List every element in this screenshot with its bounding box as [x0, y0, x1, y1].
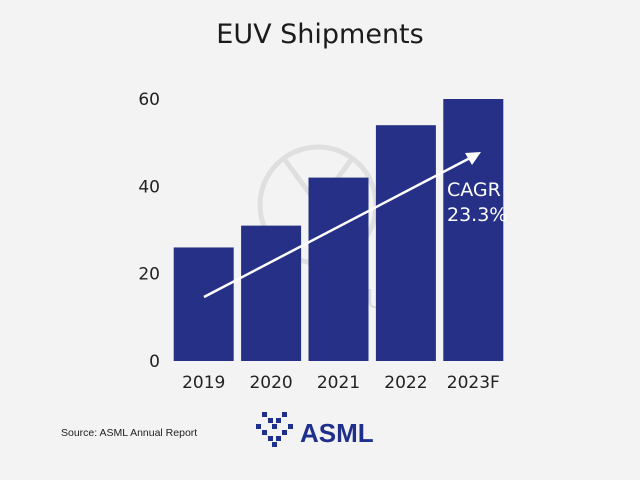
bars — [173, 99, 504, 361]
chart-title: EUV Shipments — [216, 19, 423, 50]
trend-arrowhead-icon — [465, 152, 481, 165]
y-tick-label: 0 — [149, 352, 160, 372]
asml-logo-text: ASML — [300, 418, 374, 448]
x-tick-label: 2021 — [317, 373, 360, 393]
x-tick-label: 2020 — [249, 373, 292, 393]
y-tick-label: 40 — [138, 177, 160, 197]
asml-logo-icon — [256, 412, 293, 447]
bar-2022 — [375, 125, 436, 361]
y-tick-label: 60 — [138, 90, 160, 110]
asml-logo: ASML — [256, 412, 374, 448]
x-tick-label: 2019 — [182, 373, 225, 393]
bar-2021 — [308, 177, 369, 361]
y-axis-ticks: 0 20 40 60 — [138, 90, 160, 372]
trend-arrow-line — [203, 156, 471, 299]
bar-2023F — [443, 99, 504, 361]
bar-2020 — [241, 225, 302, 361]
x-tick-label: 2023F — [447, 373, 500, 393]
y-tick-label: 20 — [138, 265, 160, 285]
cagr-trend-arrow — [203, 152, 481, 299]
cagr-label: CAGR — [447, 179, 501, 201]
cagr-value: 23.3% — [447, 204, 507, 226]
x-tick-label: 2022 — [384, 373, 427, 393]
source-note: Source: ASML Annual Report — [61, 427, 197, 439]
x-axis-ticks: 2019 2020 2021 2022 2023F — [182, 373, 500, 393]
bar-2019 — [173, 247, 234, 361]
